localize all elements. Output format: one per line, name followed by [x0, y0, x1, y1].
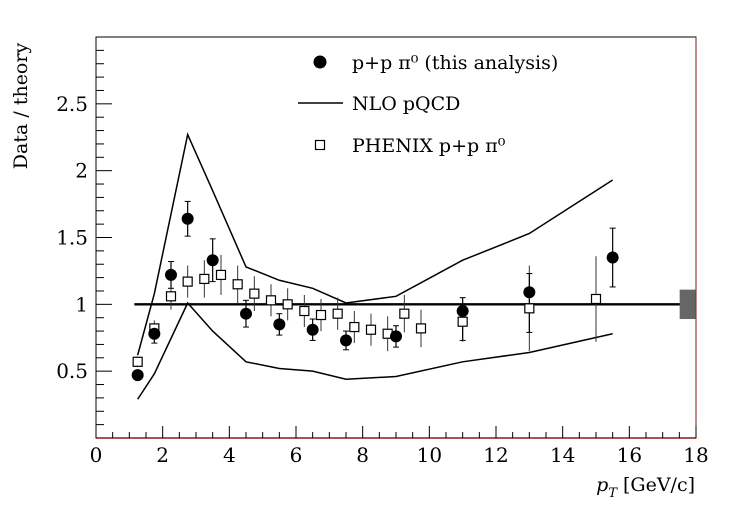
- phenix-point: [199, 273, 210, 285]
- phenix-point: [282, 299, 293, 310]
- analysis-point: [340, 334, 352, 347]
- x-tick-label: 14: [550, 443, 575, 467]
- x-tick-label: 8: [356, 443, 369, 467]
- legend-marker-filled-circle: [313, 55, 327, 69]
- legend: p+p π⁰ (this analysis) NLO pQCD PHENIX p…: [298, 52, 558, 157]
- nlo-band: [136, 132, 614, 400]
- analysis-point: [523, 286, 536, 299]
- data-markers: [131, 212, 619, 382]
- analysis-point: [273, 318, 286, 331]
- analysis-point: [456, 305, 469, 318]
- x-tick-label: 16: [617, 443, 642, 467]
- phenix-point: [232, 279, 243, 290]
- normalization-uncertainty-box: [679, 289, 696, 320]
- y-tick-label: 1: [75, 292, 88, 316]
- nlo-upper-curve: [136, 132, 614, 356]
- phenix-point: [349, 321, 360, 333]
- phenix-point: [132, 356, 143, 367]
- phenix-point: [524, 303, 535, 314]
- phenix-point: [315, 309, 327, 321]
- y-axis-title: Data / theory: [10, 43, 32, 170]
- phenix-point: [415, 323, 427, 334]
- x-tick-label: 4: [223, 443, 236, 467]
- x-axis-title-units: [GeV/c]: [623, 474, 695, 496]
- legend-label-this-analysis: p+p π⁰ (this analysis): [352, 52, 558, 74]
- analysis-point: [306, 323, 319, 336]
- phenix-point: [299, 305, 310, 317]
- analysis-point: [181, 212, 194, 225]
- x-tick-label: 6: [290, 443, 303, 467]
- phenix-point: [590, 293, 602, 305]
- analysis-point: [165, 268, 177, 281]
- phenix-point: [457, 316, 468, 327]
- y-tick-label: 1.5: [56, 226, 88, 250]
- x-axis-title-main: p: [596, 474, 608, 496]
- analysis-point: [148, 327, 161, 340]
- phenix-point: [399, 308, 410, 319]
- legend-label-nlo: NLO pQCD: [352, 93, 460, 115]
- analysis-point: [606, 251, 619, 264]
- x-tick-label: 10: [417, 443, 442, 467]
- y-tick-label: 2.5: [56, 92, 88, 116]
- x-tick-label: 0: [90, 443, 103, 467]
- phenix-point: [215, 269, 227, 281]
- x-tick-label: 12: [483, 443, 508, 467]
- phenix-point: [332, 308, 343, 319]
- legend-marker-open-square: [314, 139, 326, 151]
- x-tick-label: 18: [683, 443, 708, 467]
- analysis-point: [131, 369, 144, 382]
- axes: 0 2 4 6 8 10 12 14 16 18 0.5 1 1.5 2 2.5: [56, 49, 709, 467]
- analysis-point: [390, 330, 402, 343]
- legend-label-phenix: PHENIX p+p π⁰: [352, 135, 506, 157]
- y-tick-label: 0.5: [56, 359, 88, 383]
- phenix-point: [182, 276, 193, 287]
- y-tick-label: 2: [75, 159, 88, 183]
- analysis-point: [240, 307, 252, 320]
- x-axis-title-sub: T: [608, 486, 618, 501]
- phenix-point: [265, 295, 277, 306]
- x-axis-title: pT [GeV/c]: [596, 474, 695, 501]
- analysis-point: [206, 254, 219, 267]
- reference-line-group: [134, 289, 696, 320]
- x-tick-label: 2: [156, 443, 169, 467]
- phenix-point: [249, 288, 260, 299]
- nlo-lower-curve: [137, 301, 613, 400]
- phenix-point: [365, 324, 377, 335]
- phenix-point: [165, 291, 177, 302]
